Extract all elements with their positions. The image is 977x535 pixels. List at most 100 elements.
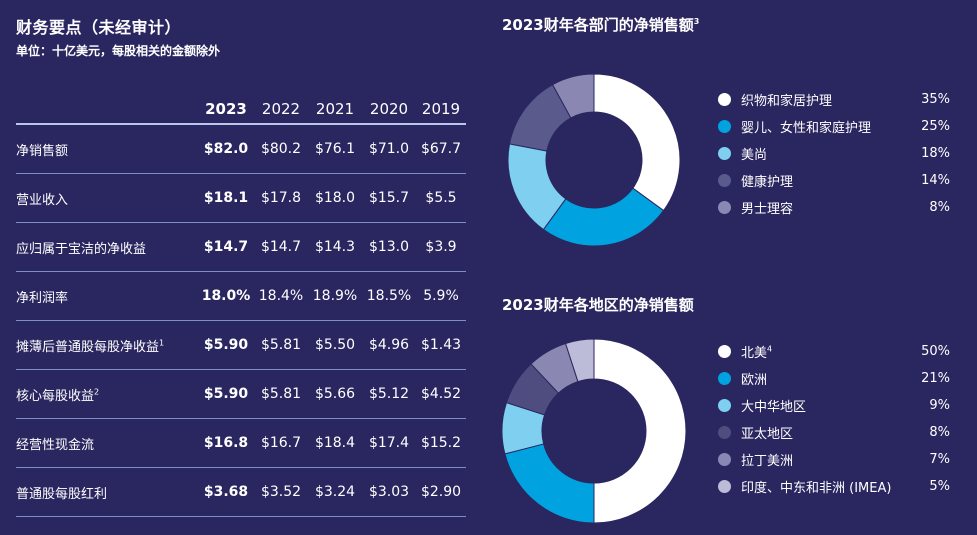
cell-2020: $3.03	[368, 484, 410, 500]
cell-2021: $5.50	[314, 337, 356, 353]
legend-value: 9%	[929, 398, 950, 413]
cell-2023: $18.1	[203, 190, 249, 206]
cell-2019: $67.7	[420, 141, 462, 157]
legend-value: 18%	[921, 146, 950, 161]
legend-value: 5%	[929, 479, 950, 494]
cell-2020: $4.96	[368, 337, 410, 353]
legend-item: 北美4 50%	[718, 338, 950, 365]
cell-2021: $3.24	[314, 484, 356, 500]
region-donut-chart	[501, 338, 687, 524]
cell-2023: $16.8	[203, 435, 249, 451]
table-row: 营业收入 $18.1 $17.8 $18.0 $15.7 $5.5	[16, 174, 466, 223]
page-title: 财务要点（未经审计）	[16, 18, 182, 37]
cell-2020: $15.7	[368, 190, 410, 206]
legend-item: 拉丁美洲 7%	[718, 446, 950, 473]
cell-2023: $14.7	[203, 239, 249, 255]
legend-value: 50%	[921, 344, 950, 359]
cell-2022: $5.81	[260, 337, 302, 353]
cell-2020: $13.0	[368, 239, 410, 255]
legend-swatch	[718, 480, 731, 493]
legend-label: 美尚	[741, 148, 768, 163]
table-row: 摊薄后普通股每股净收益1 $5.90 $5.81 $5.50 $4.96 $1.43	[16, 321, 466, 370]
legend-value: 8%	[929, 425, 950, 440]
cell-2022: $80.2	[260, 141, 302, 157]
legend-value: 35%	[921, 92, 950, 107]
cell-2019: $4.52	[420, 386, 462, 402]
cell-2021: $18.4	[314, 435, 356, 451]
donut-slice-5	[551, 73, 595, 119]
cell-2022: $14.7	[260, 239, 302, 255]
legend-label: 健康护理	[741, 175, 794, 190]
cell-2021: $18.0	[314, 190, 356, 206]
legend-swatch	[718, 201, 731, 214]
cell-2019: $5.5	[425, 190, 457, 206]
donut-slice-1	[593, 338, 687, 524]
table-row: 净销售额 $82.0 $80.2 $76.1 $71.0 $67.7	[16, 124, 466, 174]
cell-2022: $3.52	[260, 484, 302, 500]
legend-swatch	[718, 399, 731, 412]
cell-2023: $5.90	[203, 386, 249, 402]
header-cell-2021: 2021	[315, 100, 355, 118]
region-chart-title: 2023财年各地区的净销售额	[502, 296, 694, 314]
legend-label: 男士理容	[741, 202, 794, 217]
legend-label: 印度、中东和非洲 (IMEA)	[741, 481, 892, 496]
row-label: 普通股每股红利	[16, 486, 108, 502]
cell-2019: 5.9%	[423, 288, 459, 304]
row-label: 应归属于宝洁的净收益	[16, 241, 147, 257]
table-header-row: 2023 2022 2021 2020 2019	[16, 95, 466, 124]
legend-swatch	[718, 93, 731, 106]
legend-label: 大中华地区	[741, 400, 807, 415]
legend-label: 北美4	[741, 344, 773, 361]
table-row: 净利润率 18.0% 18.4% 18.9% 18.5% 5.9%	[16, 272, 466, 321]
cell-2020: $17.4	[368, 435, 410, 451]
legend-swatch	[718, 147, 731, 160]
legend-item: 印度、中东和非洲 (IMEA) 5%	[718, 473, 950, 500]
row-label: 营业收入	[16, 192, 69, 208]
legend-item: 亚太地区 8%	[718, 419, 950, 446]
cell-2019: $2.90	[420, 484, 462, 500]
legend-item: 婴儿、女性和家庭护理 25%	[718, 113, 950, 140]
table-row: 核心每股收益2 $5.90 $5.81 $5.66 $5.12 $4.52	[16, 370, 466, 419]
segment-chart-title: 2023财年各部门的净销售额3	[502, 16, 700, 34]
legend-item: 欧洲 21%	[718, 365, 950, 392]
cell-2020: $5.12	[368, 386, 410, 402]
donut-slice-6	[564, 338, 595, 383]
header-cell-2020: 2020	[369, 100, 409, 118]
cell-2021: $76.1	[314, 141, 356, 157]
row-label: 经营性现金流	[16, 437, 95, 453]
legend-value: 8%	[929, 200, 950, 215]
legend-item: 美尚 18%	[718, 140, 950, 167]
financial-highlights-panel: 财务要点（未经审计） 单位：十亿美元，每股相关的金额除外 2023 2022 202…	[16, 8, 466, 517]
cell-2023: $82.0	[203, 141, 249, 157]
charts-panel: 2023财年各部门的净销售额3 织物和家居护理 35% 婴儿、女性和家庭护理 25% 美…	[500, 0, 977, 535]
legend-value: 25%	[921, 119, 950, 134]
segment-legend: 织物和家居护理 35% 婴儿、女性和家庭护理 25% 美尚 18% 健康护理 14% 男士理容 8…	[718, 86, 950, 221]
table-row: 应归属于宝洁的净收益 $14.7 $14.7 $14.3 $13.0 $3.9	[16, 223, 466, 272]
legend-value: 21%	[921, 371, 950, 386]
legend-swatch	[718, 426, 731, 439]
row-label: 净销售额	[16, 143, 69, 159]
legend-item: 男士理容 8%	[718, 194, 950, 221]
legend-label: 婴儿、女性和家庭护理	[741, 121, 872, 136]
legend-swatch	[718, 174, 731, 187]
cell-2023: $5.90	[203, 337, 249, 353]
cell-2023: 18.0%	[201, 288, 251, 304]
cell-2021: 18.9%	[312, 288, 358, 304]
cell-2021: $5.66	[314, 386, 356, 402]
cell-2022: 18.4%	[258, 288, 304, 304]
header-cell-blank	[16, 95, 198, 124]
header-cell-2022: 2022	[261, 100, 301, 118]
legend-label: 欧洲	[741, 373, 768, 388]
legend-label: 织物和家居护理	[741, 94, 833, 109]
cell-2021: $14.3	[314, 239, 356, 255]
segment-donut-chart	[507, 73, 681, 247]
legend-value: 14%	[921, 173, 950, 188]
units-subtitle: 单位：十亿美元，每股相关的金额除外	[16, 44, 221, 58]
legend-swatch	[718, 453, 731, 466]
table-body: 净销售额 $82.0 $80.2 $76.1 $71.0 $67.7 营业收入 $18.1 $1…	[16, 124, 466, 517]
cell-2022: $5.81	[260, 386, 302, 402]
table-row: 普通股每股红利 $3.68 $3.52 $3.24 $3.03 $2.90	[16, 468, 466, 517]
cell-2019: $15.2	[420, 435, 462, 451]
legend-item: 健康护理 14%	[718, 167, 950, 194]
region-legend: 北美4 50% 欧洲 21% 大中华地区 9% 亚太地区 8% 拉丁美洲 7% 印度、中东和非洲 (…	[718, 338, 950, 500]
